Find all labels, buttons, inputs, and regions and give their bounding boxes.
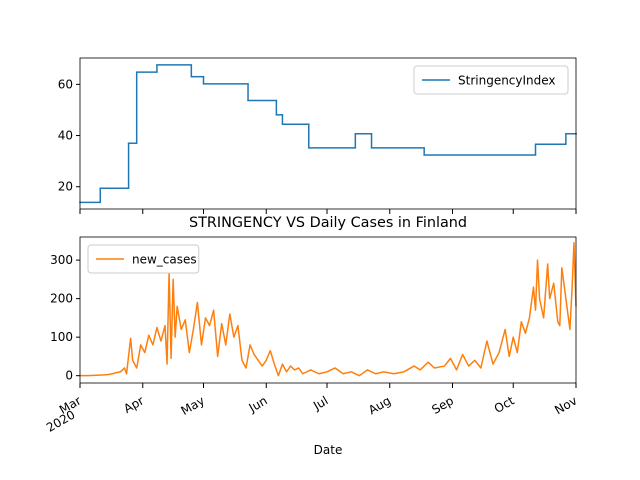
y-tick-label: 0 [65, 369, 73, 383]
y-tick-label: 100 [50, 330, 73, 344]
y-tick-label: 20 [58, 180, 73, 194]
legend-label: StringencyIndex [458, 74, 556, 88]
x-axis-label: Date [314, 443, 343, 457]
legend-label: new_cases [132, 253, 197, 267]
axes-frame [79, 57, 577, 210]
x-tick-label: Jul [310, 393, 330, 413]
axes-frame [79, 236, 577, 384]
y-tick-label: 40 [58, 129, 73, 143]
y-tick-label: 60 [58, 77, 73, 91]
y-tick-label: 300 [50, 253, 73, 267]
legend-box [87, 244, 200, 274]
legend-box [413, 65, 569, 95]
series-line [80, 242, 577, 377]
y-tick-label: 200 [50, 292, 73, 306]
chart-title: STRINGENCY VS Daily Cases in Finland [189, 215, 467, 231]
